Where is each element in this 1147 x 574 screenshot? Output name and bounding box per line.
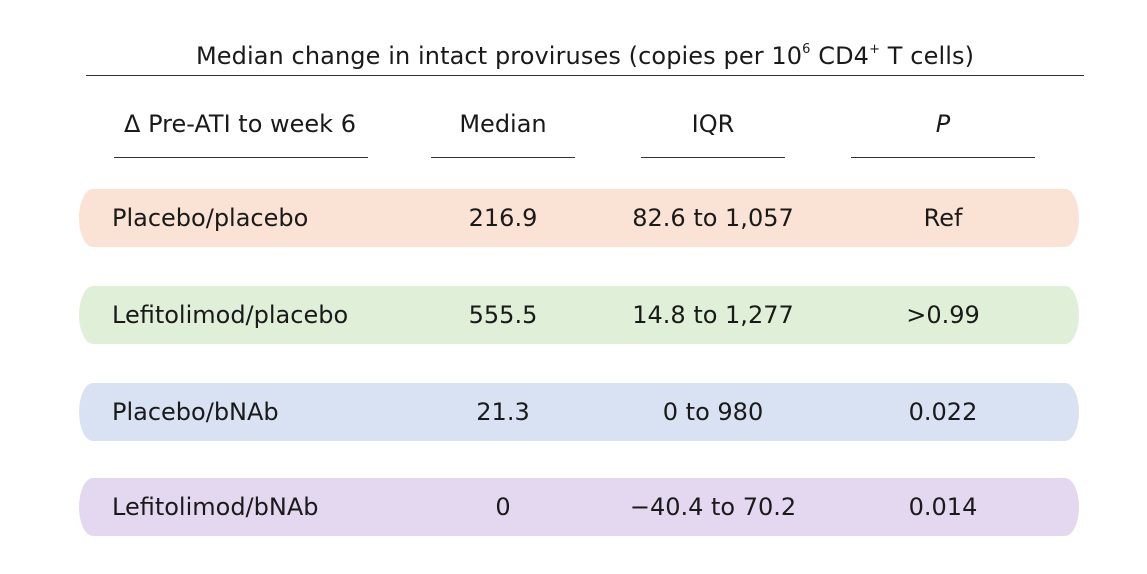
column-header-iqr: IQR (691, 110, 735, 138)
table-row-band (79, 189, 1079, 247)
title-superscript-plus: + (869, 42, 881, 57)
header-rule-iqr (641, 157, 785, 158)
table-row-band (79, 478, 1079, 536)
title-prefix: Median change in intact proviruses (copi… (195, 42, 803, 70)
header-rule-median (431, 157, 575, 158)
p-value: 0.014 (908, 493, 978, 521)
median-value: 216.9 (468, 204, 538, 232)
title-middle: CD4 (810, 42, 870, 70)
title-superscript-exponent: 6 (802, 42, 811, 57)
title-suffix: T cells) (880, 42, 975, 70)
table-row-band (79, 286, 1079, 344)
p-value: Ref (923, 204, 963, 232)
row-label: Placebo/bNAb (112, 398, 279, 426)
row-label: Lefitolimod/bNAb (112, 493, 319, 521)
table-row-band (79, 383, 1079, 441)
row-label: Placebo/placebo (112, 204, 309, 232)
iqr-value: 82.6 to 1,057 (632, 204, 794, 232)
column-header-p: P (935, 110, 951, 138)
iqr-value: 14.8 to 1,277 (632, 301, 794, 329)
header-rule-group (114, 157, 368, 158)
median-value: 555.5 (468, 301, 538, 329)
column-header-median: Median (459, 110, 547, 138)
header-rule-p (851, 157, 1035, 158)
p-value: >0.99 (906, 301, 980, 329)
median-value: 0 (495, 493, 511, 521)
row-label: Lefitolimod/placebo (112, 301, 349, 329)
table-title: Median change in intact proviruses (copi… (86, 40, 1084, 72)
iqr-value: −40.4 to 70.2 (629, 493, 797, 521)
median-value: 21.3 (476, 398, 530, 426)
p-value: 0.022 (908, 398, 978, 426)
title-divider (86, 75, 1084, 76)
iqr-value: 0 to 980 (662, 398, 764, 426)
column-header-group: Δ Pre-ATI to week 6 (124, 110, 356, 138)
